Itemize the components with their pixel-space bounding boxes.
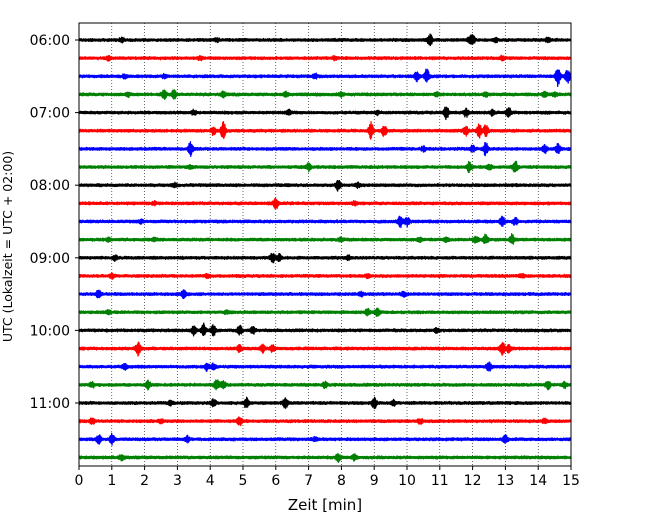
x-tick-label: 11 — [431, 473, 449, 489]
trace-line — [78, 89, 572, 101]
trace-row — [78, 179, 572, 192]
trace-line — [78, 341, 572, 357]
trace-line — [78, 141, 572, 158]
y-tick-label: 09:00 — [30, 251, 70, 267]
trace-line — [78, 452, 572, 464]
trace-line — [78, 361, 572, 372]
trace-row — [78, 215, 572, 229]
trace-line — [78, 179, 572, 192]
trace-rows — [78, 33, 572, 464]
trace-line — [78, 215, 572, 229]
trace-line — [78, 396, 572, 410]
y-tick-label: 08:00 — [30, 178, 70, 194]
x-axis: 0 1 2 3 4 5 6 7 8 9 10 11 12 13 14 15 — [75, 466, 580, 489]
trace-row — [78, 121, 572, 140]
x-tick-label: 2 — [140, 473, 149, 489]
x-tick-label: 7 — [304, 473, 313, 489]
trace-line — [78, 379, 572, 391]
trace-row — [78, 197, 572, 210]
trace-row — [78, 432, 572, 446]
trace-line — [78, 197, 572, 210]
trace-row — [78, 68, 572, 87]
trace-line — [78, 416, 572, 427]
trace-line — [78, 121, 572, 140]
trace-row — [78, 341, 572, 357]
x-tick-label: 8 — [337, 473, 346, 489]
trace-line — [78, 33, 572, 47]
x-tick-label: 4 — [206, 473, 215, 489]
y-tick-label: 11:00 — [30, 396, 70, 412]
x-tick-label: 3 — [173, 473, 182, 489]
trace-line — [78, 289, 572, 300]
trace-line — [78, 160, 572, 174]
y-axis: 06:00 07:00 08:00 09:00 10:00 11:00 — [30, 33, 79, 412]
x-tick-label: 13 — [496, 473, 514, 489]
plot-frame — [78, 22, 572, 467]
trace-row — [78, 379, 572, 391]
x-tick-label: 5 — [239, 473, 248, 489]
trace-row — [78, 272, 572, 280]
trace-row — [78, 289, 572, 300]
trace-line — [78, 54, 572, 62]
vertical-gridlines — [78, 23, 572, 466]
trace-line — [78, 106, 572, 121]
trace-line — [78, 233, 572, 245]
trace-line — [78, 252, 572, 264]
x-tick-label: 1 — [107, 473, 116, 489]
x-tick-label: 10 — [398, 473, 416, 489]
trace-line — [78, 272, 572, 280]
trace-row — [78, 106, 572, 121]
x-tick-label: 0 — [75, 473, 84, 489]
trace-row — [78, 89, 572, 101]
trace-line — [78, 432, 572, 446]
trace-row — [78, 361, 572, 372]
y-axis-label: UTC (Lokalzeit = UTC + 02:00) — [0, 151, 15, 342]
x-tick-label: 14 — [529, 473, 547, 489]
x-tick-label: 12 — [464, 473, 482, 489]
trace-row — [78, 54, 572, 62]
x-tick-label: 9 — [370, 473, 379, 489]
x-tick-label: 15 — [562, 473, 580, 489]
trace-line — [78, 307, 572, 317]
trace-row — [78, 322, 572, 337]
trace-row — [78, 233, 572, 245]
x-axis-label: Zeit [min] — [288, 496, 362, 514]
y-tick-label: 10:00 — [30, 323, 70, 339]
trace-row — [78, 33, 572, 47]
trace-row — [78, 416, 572, 427]
trace-row — [78, 252, 572, 264]
y-tick-label: 06:00 — [30, 33, 70, 49]
trace-row — [78, 307, 572, 317]
trace-line — [78, 68, 572, 87]
trace-row — [78, 452, 572, 464]
trace-row — [78, 160, 572, 174]
trace-row — [78, 396, 572, 410]
x-tick-label: 6 — [271, 473, 280, 489]
trace-row — [78, 141, 572, 158]
trace-line — [78, 322, 572, 337]
y-tick-label: 07:00 — [30, 106, 70, 122]
